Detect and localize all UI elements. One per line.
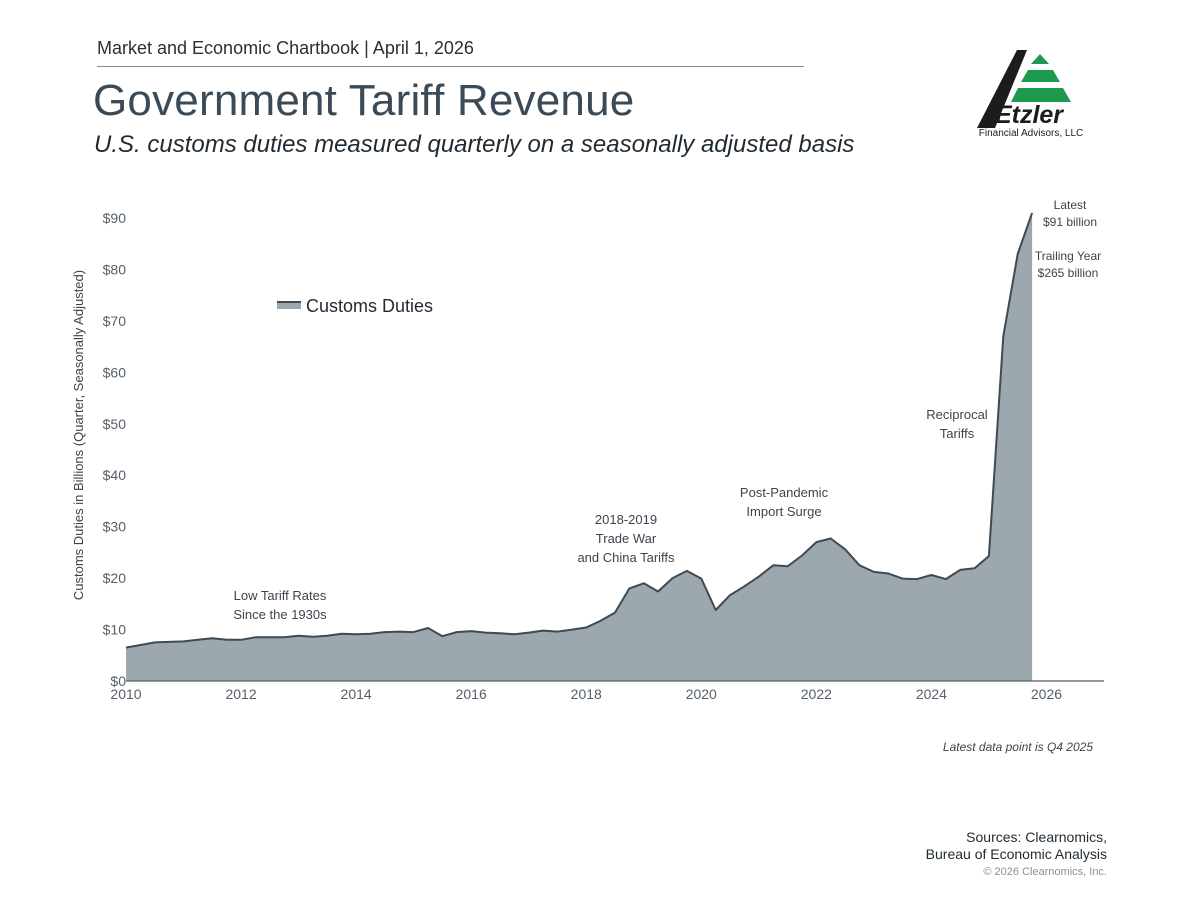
- sources: Sources: Clearnomics, Bureau of Economic…: [926, 829, 1107, 863]
- x-tick-label: 2020: [686, 686, 717, 702]
- annotation-latest-line: $91 billion: [1043, 215, 1097, 229]
- logo-triangle-top: [1031, 54, 1049, 64]
- annotation-trailing-line: $265 billion: [1038, 266, 1099, 280]
- logo-tagline: Financial Advisors, LLC: [979, 128, 1084, 139]
- x-tick-label: 2022: [801, 686, 832, 702]
- y-tick-label: $10: [103, 622, 127, 638]
- chartbook-header: Market and Economic Chartbook | April 1,…: [97, 38, 474, 58]
- etzler-logo: Etzler Financial Advisors, LLC: [977, 50, 1084, 139]
- x-tick-label: 2014: [341, 686, 372, 702]
- y-tick-label: $50: [103, 416, 127, 432]
- y-tick-label: $30: [103, 519, 127, 535]
- logo-triangle-bottom: [1011, 88, 1071, 102]
- x-tick-label: 2026: [1031, 686, 1062, 702]
- y-tick-label: $70: [103, 313, 127, 329]
- y-axis-label-group: Customs Duties in Billions (Quarter, Sea…: [71, 270, 86, 600]
- latest-data-note: Latest data point is Q4 2025: [943, 740, 1093, 754]
- page-title: Government Tariff Revenue: [93, 76, 635, 125]
- y-tick-label: $90: [103, 210, 127, 226]
- sources-line-2: Bureau of Economic Analysis: [925, 846, 1107, 862]
- annotations: Low Tariff Rates Since the 1930s 2018-2019…: [233, 198, 1101, 622]
- y-tick-label: $60: [103, 364, 127, 380]
- legend-swatch: [277, 301, 301, 309]
- annotation-pandemic-line: Post-Pandemic: [740, 485, 829, 500]
- annotation-reciprocal-line: Reciprocal: [926, 407, 988, 422]
- y-axis-label: Customs Duties in Billions (Quarter, Sea…: [71, 270, 86, 600]
- annotation-tradewar-line: 2018-2019: [595, 512, 657, 527]
- y-tick-label: $0: [110, 673, 126, 689]
- logo-slash-mark: [977, 50, 1027, 128]
- annotation-reciprocal-line: Tariffs: [940, 426, 975, 441]
- x-tick-label: 2016: [456, 686, 487, 702]
- annotation-trailing-line: Trailing Year: [1035, 249, 1101, 263]
- axis-ticks: $0 $10 $20 $30 $40 $50 $60 $70 $80 $90 2010 2012 201…: [103, 210, 1063, 702]
- x-tick-label: 2024: [916, 686, 947, 702]
- y-tick-label: $20: [103, 570, 127, 586]
- copyright: © 2026 Clearnomics, Inc.: [983, 866, 1107, 878]
- x-tick-label: 2010: [110, 686, 141, 702]
- annotation-low-line: Low Tariff Rates: [234, 588, 327, 603]
- page-subtitle: U.S. customs duties measured quarterly o…: [94, 131, 855, 158]
- annotation-latest-line: Latest: [1054, 198, 1087, 212]
- logo-triangle-middle: [1021, 70, 1060, 82]
- y-tick-label: $40: [103, 467, 127, 483]
- annotation-pandemic-line: Import Surge: [746, 504, 821, 519]
- logo-wordmark: Etzler: [995, 101, 1064, 129]
- legend: Customs Duties: [277, 296, 433, 316]
- annotation-tradewar-line: and China Tariffs: [577, 550, 675, 565]
- annotation-tradewar-line: Trade War: [596, 531, 657, 546]
- y-tick-label: $80: [103, 261, 127, 277]
- header-divider: [97, 66, 804, 67]
- annotation-low-line: Since the 1930s: [233, 607, 327, 622]
- legend-label-customs-duties: Customs Duties: [306, 296, 433, 316]
- customs-duties-line: [125, 212, 1034, 649]
- customs-duties-area: [126, 212, 1033, 681]
- x-tick-label: 2012: [225, 686, 256, 702]
- sources-line-1: Sources: Clearnomics,: [966, 829, 1107, 845]
- x-tick-label: 2018: [571, 686, 602, 702]
